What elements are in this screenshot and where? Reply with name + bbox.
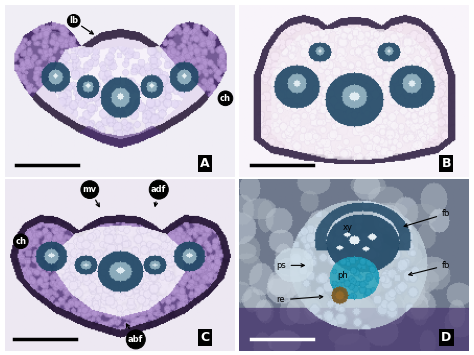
Text: re: re: [276, 295, 323, 304]
Text: ph: ph: [337, 271, 348, 280]
Text: abf: abf: [127, 324, 144, 344]
Text: A: A: [200, 157, 210, 170]
Text: adf: adf: [151, 185, 166, 206]
Text: ch: ch: [220, 94, 231, 103]
Text: fb: fb: [409, 261, 450, 275]
Text: C: C: [200, 331, 210, 344]
Text: ps: ps: [276, 261, 304, 270]
Text: B: B: [441, 157, 451, 170]
Text: D: D: [441, 331, 451, 344]
Text: xy: xy: [342, 223, 352, 232]
Text: mv: mv: [83, 185, 99, 207]
Text: lb: lb: [69, 16, 93, 34]
Text: fb: fb: [404, 209, 450, 227]
Text: ch: ch: [15, 237, 27, 246]
